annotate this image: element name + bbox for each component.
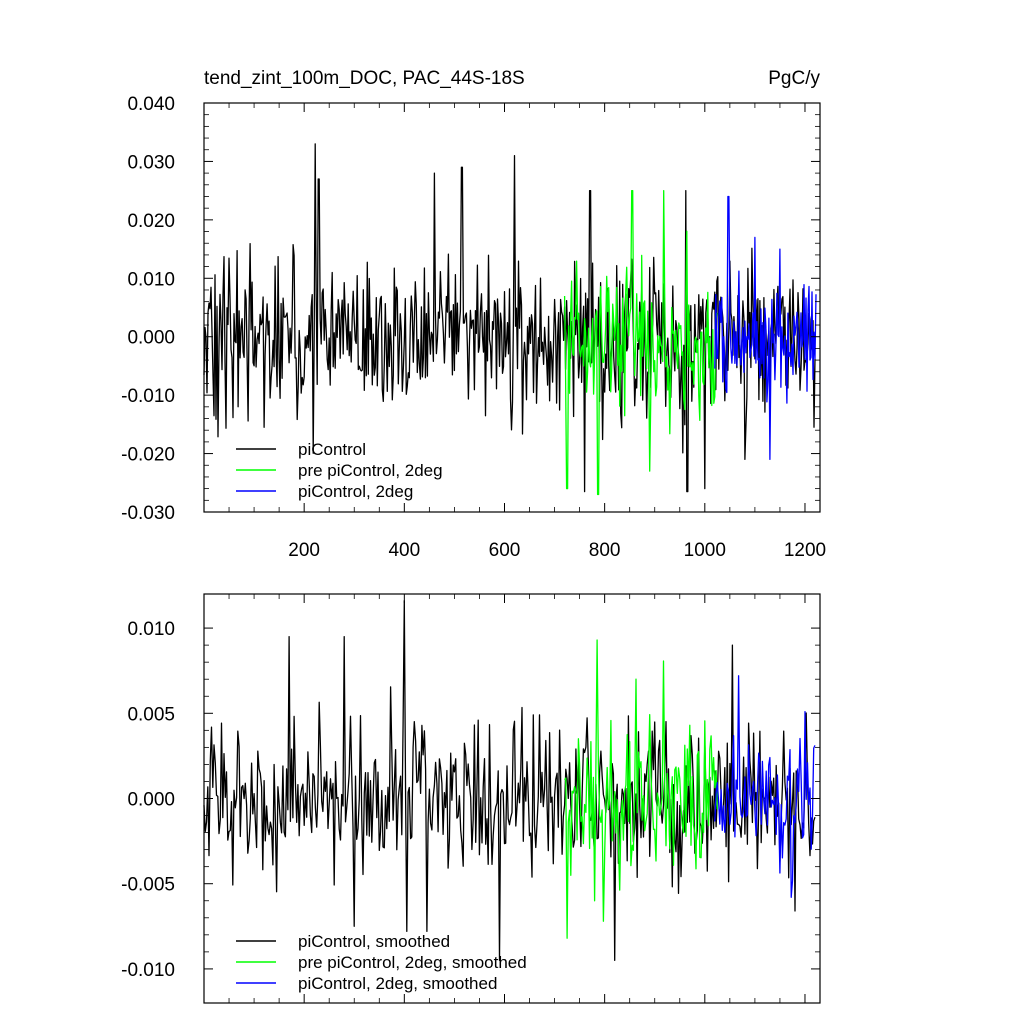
top-ytick-label: -0.030 — [121, 503, 175, 524]
top-panel: -0.030 -0.020 -0.010 0.000 0.010 0.020 0.030 0.… — [121, 94, 826, 561]
top-ytick-label: 0.030 — [127, 152, 175, 173]
top-ytick-label: -0.020 — [121, 445, 175, 466]
top-series-pre-picontrol-2deg — [563, 189, 718, 496]
legend-label-pre-picontrol-2deg: pre piControl, 2deg — [298, 461, 443, 480]
bottom-series-picontrol-smoothed — [203, 600, 816, 962]
top-xtick-label: 600 — [489, 540, 521, 561]
bottom-series-picontrol-2deg-smoothed — [714, 675, 816, 898]
top-panel-frame — [203, 102, 821, 513]
top-panel-legend: piControl pre piControl, 2deg piControl,… — [236, 440, 443, 501]
legend-label-picontrol: piControl — [298, 440, 366, 459]
bottom-panel: -0.010 -0.005 0.000 0.005 0.010 piControl, s… — [121, 593, 821, 1004]
bottom-ytick-label: -0.005 — [121, 875, 175, 896]
bottom-ytick-label: -0.010 — [121, 960, 175, 981]
top-xtick-label: 400 — [388, 540, 420, 561]
top-series-picontrol — [203, 143, 816, 493]
top-xtick-label: 200 — [288, 540, 320, 561]
top-xtick-label: 800 — [589, 540, 621, 561]
chart-title-right: PgC/y — [768, 68, 820, 89]
bottom-series-pre-picontrol-2deg-smoothed — [564, 639, 718, 939]
legend-label-picontrol-2deg: piControl, 2deg — [298, 482, 413, 501]
top-xtick-label: 1200 — [784, 540, 826, 561]
legend-label-pre-picontrol-2deg-smoothed: pre piControl, 2deg, smoothed — [298, 953, 527, 972]
bottom-panel-legend: piControl, smoothed pre piControl, 2deg,… — [236, 932, 527, 993]
bottom-panel-ticks: -0.010 -0.005 0.000 0.005 0.010 — [121, 594, 820, 1003]
top-ytick-label: 0.020 — [127, 211, 175, 232]
top-ytick-label: -0.010 — [121, 386, 175, 407]
bottom-ytick-label: 0.010 — [127, 619, 175, 640]
top-panel-series — [203, 143, 817, 496]
bottom-ytick-label: 0.000 — [127, 790, 175, 811]
bottom-panel-series — [203, 600, 816, 962]
legend-label-picontrol-2deg-smoothed: piControl, 2deg, smoothed — [298, 974, 497, 993]
top-series-picontrol-2deg — [714, 195, 817, 461]
top-ytick-label: 0.010 — [127, 269, 175, 290]
top-panel-ticks: -0.030 -0.020 -0.010 0.000 0.010 0.020 0.030 0.… — [121, 94, 826, 561]
legend-label-picontrol-smoothed: piControl, smoothed — [298, 932, 450, 951]
top-ytick-label: 0.040 — [127, 94, 175, 115]
bottom-ytick-label: 0.005 — [127, 704, 175, 725]
chart-title-left: tend_zint_100m_DOC, PAC_44S-18S — [204, 68, 525, 89]
top-ytick-label: 0.000 — [127, 328, 175, 349]
top-xtick-label: 1000 — [684, 540, 726, 561]
